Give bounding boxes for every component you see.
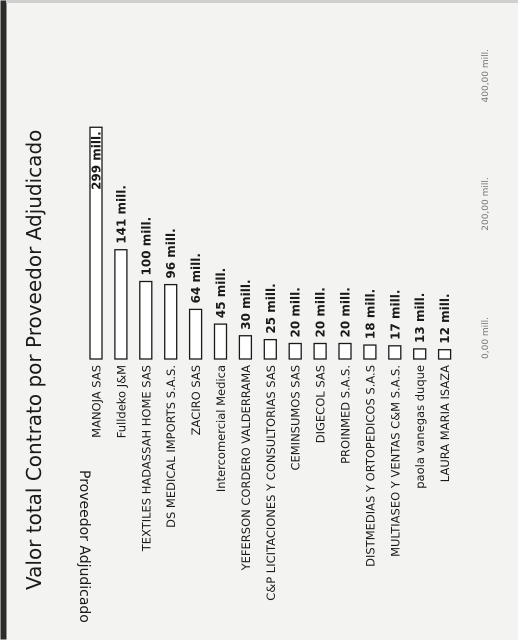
category-label: ZACIRO SAS: [189, 365, 203, 435]
category-label: PROINMED S.A.S.: [339, 365, 353, 464]
category-label: MULTIASEO Y VENTAS C&M S.A.S.: [388, 365, 402, 557]
data-label: 100 mill.: [139, 217, 153, 276]
bar: [413, 348, 427, 360]
category-label: MANOJA SAS: [90, 365, 104, 438]
data-label: 12 mill.: [438, 293, 452, 343]
bar: [313, 342, 327, 360]
data-label: 20 mill.: [339, 287, 353, 337]
bar: [363, 344, 377, 360]
x-tick-label: 200,00 mill.: [481, 177, 491, 230]
bar: [188, 308, 203, 360]
bars: [89, 126, 452, 360]
y-axis-label: Proveedor Adjudicado: [76, 470, 92, 623]
bar: [288, 342, 302, 360]
data-label: 20 mill.: [314, 287, 328, 337]
data-label: 20 mill.: [289, 287, 303, 337]
data-label: 25 mill.: [264, 283, 278, 333]
category-label: CEMINSUMOS SAS: [289, 365, 303, 471]
bar: [238, 335, 253, 360]
category-label: YEFERSON CORDERO VALDERRAMA: [239, 365, 253, 571]
category-label: paola vanegas duque: [413, 365, 427, 489]
category-labels: MANOJA SAS Fulldeko J&M TEXTILES HADASSAH …: [90, 365, 453, 601]
x-tick-label: 0,00 mill.: [481, 317, 491, 359]
scan-top-border: [6, 0, 518, 3]
data-labels: 299 mill. 141 mill. 100 mill. 96 mill. 64 mi…: [90, 131, 453, 343]
chart-area: Valor total Contrato por Proveedor Adjud…: [22, 49, 491, 623]
category-label: Intercomercial Medica: [214, 365, 228, 492]
category-label: C&P LICITACIONES Y CONSULTORIAS SAS: [264, 365, 278, 601]
category-label: Fulldeko J&M: [114, 365, 128, 438]
data-label: 141 mill.: [114, 185, 128, 244]
bar: [338, 342, 352, 360]
bar: [437, 349, 452, 360]
bar: [164, 283, 178, 360]
bar: [139, 280, 153, 360]
x-axis-ticks: 0,00 mill. 200,00 mill. 400,00 mill.: [481, 49, 491, 359]
bar: [89, 126, 103, 360]
data-label: 30 mill.: [239, 279, 253, 329]
x-tick-label: 400,00 mill.: [481, 49, 491, 102]
category-label: DS MEDICAL IMPORTS S.A.S.: [164, 365, 178, 528]
bar: [114, 249, 128, 360]
data-label: 13 mill.: [413, 293, 427, 343]
data-label: 17 mill.: [388, 290, 402, 340]
bar: [263, 338, 277, 360]
bar: [213, 323, 228, 360]
data-label: 45 mill.: [214, 268, 228, 318]
category-label: LAURA MARIA ISAZA: [438, 365, 452, 482]
category-label: DISTMEDIAS Y ORTOPEDICOS S.A.S: [363, 365, 377, 567]
scan-left-border: [0, 0, 7, 640]
data-label: 96 mill.: [164, 228, 178, 278]
category-label: DIGECOL SAS: [314, 365, 328, 443]
data-label: 64 mill.: [189, 253, 203, 303]
data-label: 299 mill.: [90, 131, 104, 190]
data-label: 18 mill.: [363, 289, 377, 339]
bar: [388, 345, 402, 360]
category-label: TEXTILES HADASSAH HOME SAS: [139, 365, 153, 552]
chart-title: Valor total Contrato por Proveedor Adjud…: [22, 130, 46, 590]
